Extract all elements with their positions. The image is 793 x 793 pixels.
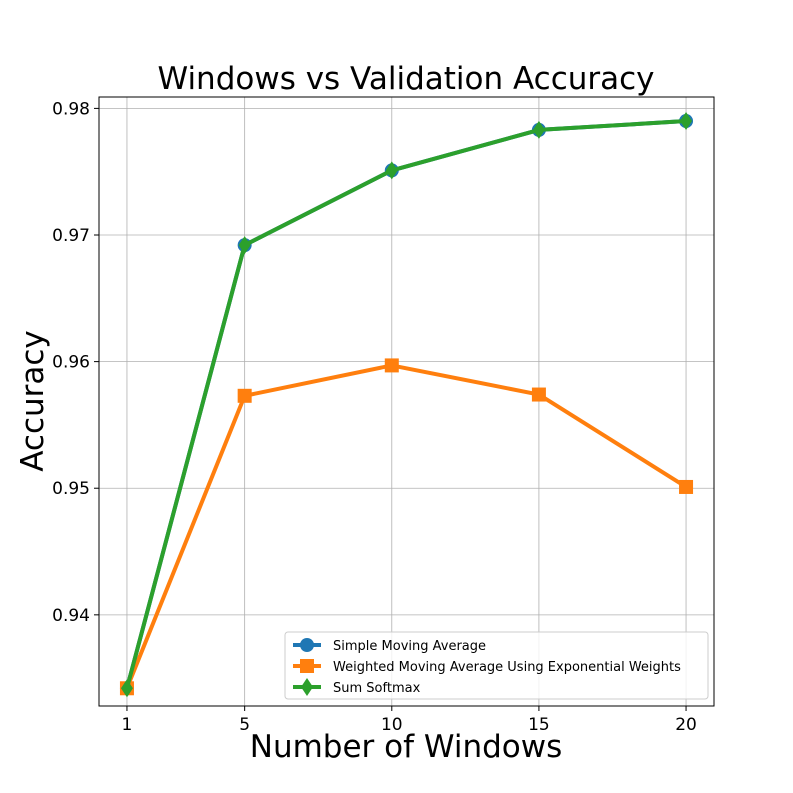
legend-marker-square bbox=[300, 659, 314, 673]
y-axis-label: Accuracy bbox=[15, 330, 51, 472]
x-axis: 1 5 10 15 20 bbox=[122, 706, 697, 735]
data-point-square bbox=[679, 479, 694, 494]
legend-marker-circle bbox=[300, 638, 314, 652]
x-tick-label: 20 bbox=[675, 715, 697, 735]
data-point-square bbox=[237, 388, 252, 403]
x-tick-label: 5 bbox=[239, 715, 250, 735]
x-tick-label: 1 bbox=[122, 715, 133, 735]
series-line bbox=[124, 119, 689, 691]
x-tick-label: 10 bbox=[381, 715, 403, 735]
legend-marker-diamond bbox=[301, 678, 313, 696]
chart-title: Windows vs Validation Accuracy bbox=[157, 61, 654, 97]
data-point-diamond bbox=[532, 120, 545, 139]
data-point-square bbox=[384, 358, 399, 373]
data-point-diamond bbox=[238, 236, 251, 255]
series-line bbox=[124, 119, 689, 691]
legend-label: Sum Softmax bbox=[333, 681, 421, 696]
y-tick-label: 0.98 bbox=[52, 99, 90, 119]
y-tick-label: 0.94 bbox=[52, 606, 90, 626]
legend-label: Weighted Moving Average Using Exponentia… bbox=[333, 660, 681, 675]
legend-label: Simple Moving Average bbox=[333, 639, 486, 654]
x-tick-label: 15 bbox=[528, 715, 550, 735]
y-axis: 0.94 0.95 0.96 0.97 0.98 bbox=[52, 99, 99, 626]
y-tick-label: 0.96 bbox=[52, 353, 90, 373]
grid bbox=[99, 97, 714, 706]
data-point-diamond bbox=[680, 112, 693, 131]
plot-area-frame bbox=[98, 96, 715, 707]
x-axis-label: Number of Windows bbox=[250, 729, 563, 765]
series-1 bbox=[119, 114, 694, 696]
legend: Simple Moving Average Weighted Moving Ave… bbox=[284, 631, 709, 700]
data-point-square bbox=[531, 387, 546, 402]
y-tick-label: 0.95 bbox=[52, 479, 90, 499]
data-point-diamond bbox=[385, 161, 398, 180]
series-layer bbox=[119, 112, 694, 698]
legend-frame bbox=[284, 631, 709, 700]
data-point-diamond bbox=[120, 679, 133, 698]
series-3 bbox=[120, 112, 693, 698]
y-tick-label: 0.97 bbox=[52, 226, 90, 246]
